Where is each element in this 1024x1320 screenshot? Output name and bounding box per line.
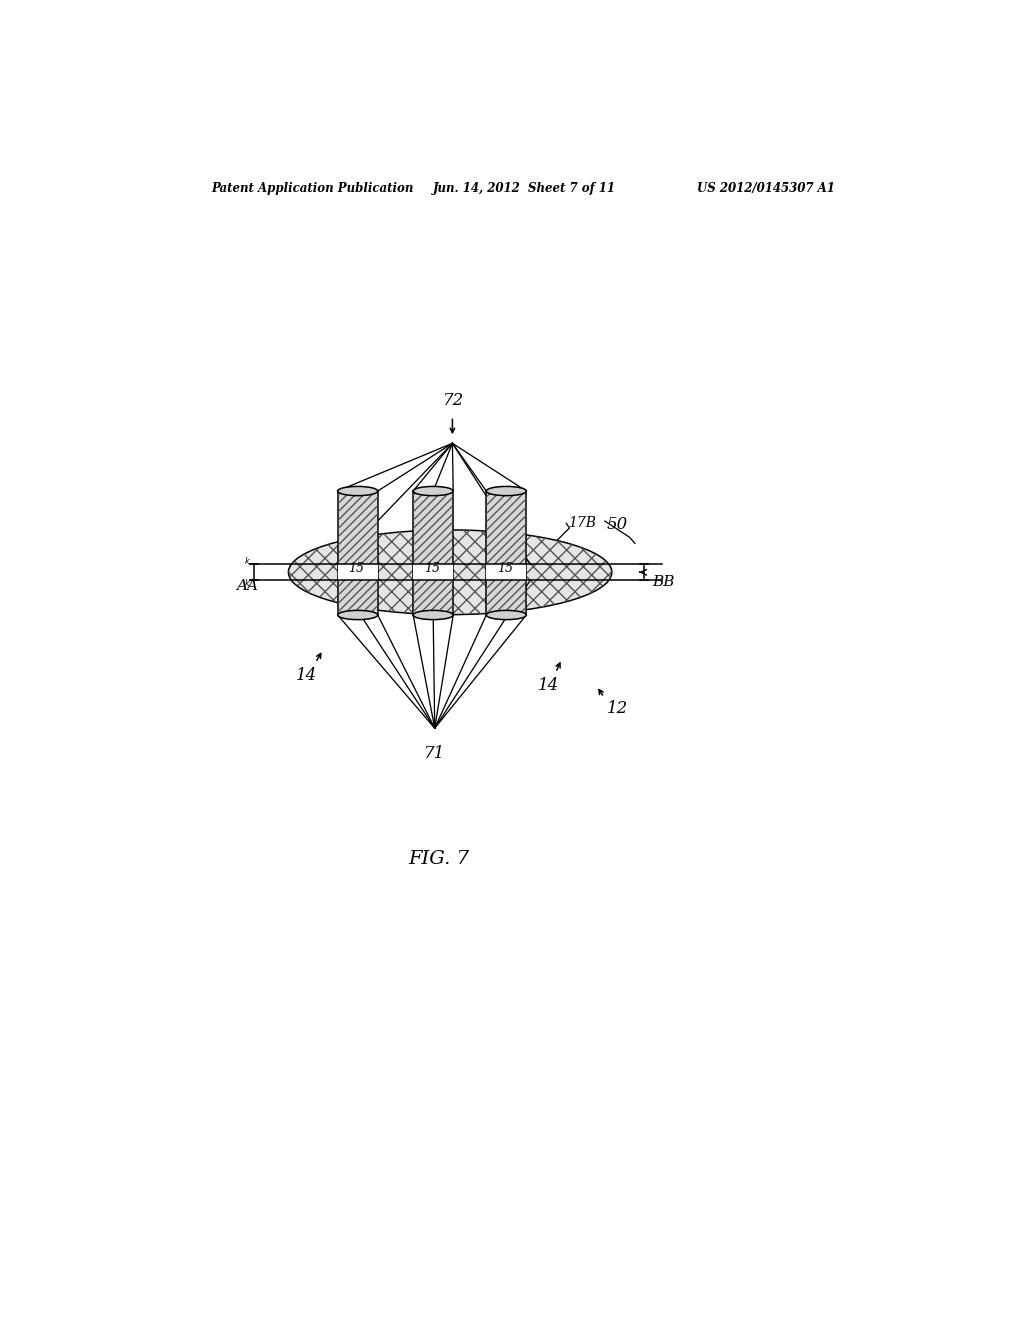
Bar (486, 491, 526, 615)
Ellipse shape (413, 610, 454, 619)
Text: 17B: 17B (568, 516, 596, 531)
Text: 72: 72 (443, 392, 465, 409)
Bar (486, 564, 526, 581)
Bar (338, 491, 378, 615)
Text: Jun. 14, 2012  Sheet 7 of 11: Jun. 14, 2012 Sheet 7 of 11 (433, 182, 616, 194)
Text: Patent Application Publication: Patent Application Publication (211, 182, 414, 194)
Bar (338, 491, 378, 615)
Text: k: k (245, 579, 249, 587)
Ellipse shape (486, 487, 526, 496)
Text: 15: 15 (497, 562, 513, 576)
Ellipse shape (486, 610, 526, 619)
Bar (486, 491, 526, 615)
Text: 15: 15 (424, 562, 439, 576)
Text: US 2012/0145307 A1: US 2012/0145307 A1 (697, 182, 836, 194)
Bar (413, 491, 454, 615)
Ellipse shape (289, 529, 611, 615)
Ellipse shape (338, 487, 378, 496)
Bar (338, 491, 378, 615)
Text: 12: 12 (606, 701, 628, 718)
Bar (486, 491, 526, 615)
Ellipse shape (338, 610, 378, 619)
Text: 15: 15 (348, 562, 365, 576)
Text: 50: 50 (606, 516, 628, 533)
Bar (413, 491, 454, 615)
Bar (413, 564, 454, 581)
Text: k: k (245, 557, 249, 566)
Ellipse shape (413, 487, 454, 496)
Text: AA: AA (236, 579, 258, 593)
Text: 14: 14 (538, 677, 559, 694)
Text: FIG. 7: FIG. 7 (408, 850, 469, 869)
Text: 14: 14 (296, 668, 316, 684)
Bar (413, 491, 454, 615)
Text: BB: BB (652, 574, 675, 589)
Text: 71: 71 (424, 744, 445, 762)
Bar (338, 564, 378, 581)
